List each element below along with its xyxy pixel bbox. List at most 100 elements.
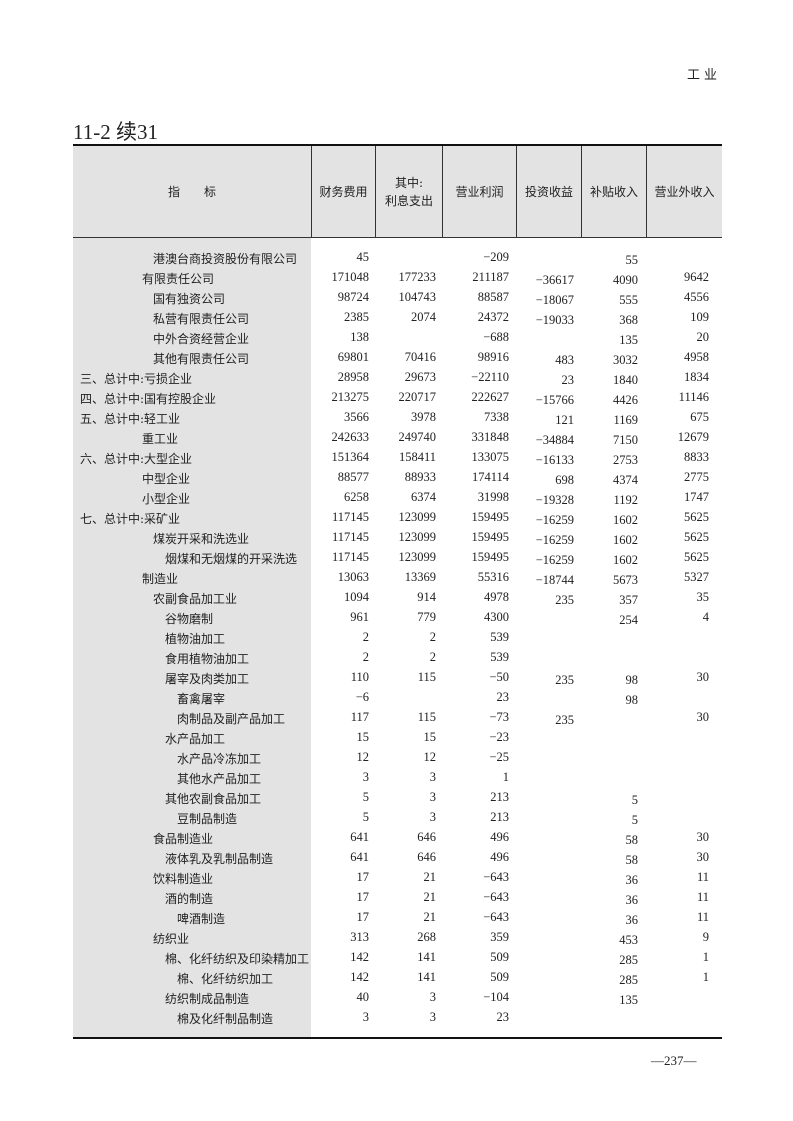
column-header: 营业利润: [442, 146, 516, 237]
table-cell: 453: [619, 933, 638, 947]
row-label: 制造业: [142, 572, 179, 586]
table-cell: 2: [362, 630, 369, 644]
table-cell: 539: [490, 650, 509, 664]
table-cell: 11146: [678, 390, 709, 404]
table-cell: −16259: [535, 553, 574, 567]
table-cell: 313: [350, 930, 369, 944]
table-cell: 135: [619, 993, 638, 1007]
table-cell: 58: [625, 833, 639, 847]
table-top-rule: [73, 144, 722, 146]
row-label: 私营有限责任公司: [153, 312, 250, 326]
table-cell: 98724: [337, 290, 369, 304]
table-cell: −18067: [535, 293, 574, 307]
table-cell: −15766: [535, 393, 574, 407]
table-cell: 235: [555, 673, 574, 687]
table-cell: 12679: [677, 430, 709, 444]
table-cell: 123099: [398, 550, 437, 564]
table-cell: 70416: [404, 350, 436, 364]
table-cell: 2: [429, 630, 436, 644]
column-header: 财务费用: [311, 146, 375, 237]
table-cell: 211187: [472, 270, 509, 284]
column-header: 其中: 利息支出: [375, 146, 442, 237]
table-cell: 213: [490, 790, 509, 804]
row-label: 酒的制造: [165, 892, 214, 906]
table-row: 畜禽屠宰 −6 23 98: [73, 690, 722, 710]
table-cell: 135: [619, 333, 638, 347]
table-header: 指 标 财务费用 其中: 利息支出 营业利润 投资收益 补贴收入 营业外收入: [73, 146, 722, 238]
table-cell: 133075: [471, 450, 510, 464]
table-row: 五、总计中:轻工业 3566 3978 7338 121 1169 675: [73, 410, 722, 430]
table-cell: 4978: [484, 590, 509, 604]
table-row: 中型企业 88577 88933 174114 698 4374 2775: [73, 470, 722, 490]
table-row: 农副食品加工业 1094 914 4978 235 357 35: [73, 590, 722, 610]
table-cell: 2753: [613, 453, 638, 467]
table-cell: 2385: [344, 310, 369, 324]
table-cell: −19033: [535, 313, 574, 327]
table-cell: 55: [625, 253, 639, 267]
table-row: 棉、化纤纺织及印染精加工 142 141 509 285 1: [73, 950, 722, 970]
table-row: 食用植物油加工 2 2 539: [73, 650, 722, 670]
table-cell: 30: [696, 710, 710, 724]
table-cell: 58: [625, 853, 639, 867]
table-row: 有限责任公司 171048 177233 211187 −36617 4090 9642: [73, 270, 722, 290]
table-row: 啤酒制造 17 21 −643 36 11: [73, 910, 722, 930]
table-cell: 641: [350, 850, 369, 864]
table-cell: 914: [417, 590, 436, 604]
table-cell: −73: [489, 710, 509, 724]
table-cell: 177233: [398, 270, 437, 284]
page-number: —237—: [651, 1053, 697, 1068]
table-row: 纺织业 313 268 359 453 9: [73, 930, 722, 950]
row-label: 其他有限责任公司: [153, 352, 250, 366]
table-cell: 69801: [337, 350, 369, 364]
table-cell: 11: [696, 910, 709, 924]
table-cell: 11: [696, 890, 709, 904]
table-cell: 23: [561, 373, 575, 387]
table-cell: 24372: [477, 310, 509, 324]
table-cell: 213275: [331, 390, 370, 404]
table-row: 烟煤和无烟煤的开采洗选 117145 123099 159495 −16259 1602 5…: [73, 550, 722, 570]
table-cell: −19328: [535, 493, 574, 507]
table-cell: 2074: [411, 310, 436, 324]
table-row: 国有独资公司 98724 104743 88587 −18067 555 4556: [73, 290, 722, 310]
table-cell: 109: [690, 310, 709, 324]
table-cell: 98916: [477, 350, 509, 364]
data-table: 指 标 财务费用 其中: 利息支出 营业利润 投资收益 补贴收入 营业外收入 港澳台商投资股…: [73, 144, 722, 1040]
table-cell: 249740: [398, 430, 437, 444]
table-cell: 268: [417, 930, 436, 944]
table-row: 肉制品及副产品加工 117 115 −73 235 30: [73, 710, 722, 730]
table-cell: 285: [619, 953, 638, 967]
table-cell: 3: [362, 1010, 369, 1024]
table-cell: 242633: [331, 430, 370, 444]
table-cell: 117: [350, 710, 369, 724]
table-cell: 141: [417, 950, 436, 964]
table-cell: 4374: [613, 473, 638, 487]
table-cell: 115: [417, 670, 436, 684]
table-cell: 6374: [411, 490, 436, 504]
table-cell: 23: [496, 1010, 510, 1024]
section-title: 工业: [686, 68, 721, 83]
table-cell: 1602: [613, 553, 638, 567]
table-cell: 3: [429, 990, 436, 1004]
table-cell: 357: [619, 593, 638, 607]
table-cell: 4: [702, 610, 709, 624]
table-cell: 235: [555, 593, 574, 607]
table-cell: −6: [355, 690, 369, 704]
row-label: 港澳台商投资股份有限公司: [153, 252, 298, 266]
table-cell: 110: [350, 670, 369, 684]
table-cell: 4300: [484, 610, 509, 624]
table-cell: 13063: [337, 570, 369, 584]
table-cell: 88933: [404, 470, 436, 484]
table-row: 重工业 242633 249740 331848 −34884 7150 12679: [73, 430, 722, 450]
table-cell: 1602: [613, 513, 638, 527]
column-header: 营业外收入: [646, 146, 722, 237]
row-label: 谷物磨制: [165, 612, 214, 626]
table-cell: 98: [625, 693, 639, 707]
table-cell: 159495: [471, 550, 510, 564]
table-cell: 2775: [684, 470, 709, 484]
table-cell: 3566: [344, 410, 369, 424]
table-cell: 368: [619, 313, 638, 327]
table-cell: 220717: [398, 390, 437, 404]
table-row: 棉及化纤制品制造 3 3 23: [73, 1010, 722, 1030]
row-label: 纺织业: [153, 932, 190, 946]
table-cell: 5: [362, 790, 369, 804]
